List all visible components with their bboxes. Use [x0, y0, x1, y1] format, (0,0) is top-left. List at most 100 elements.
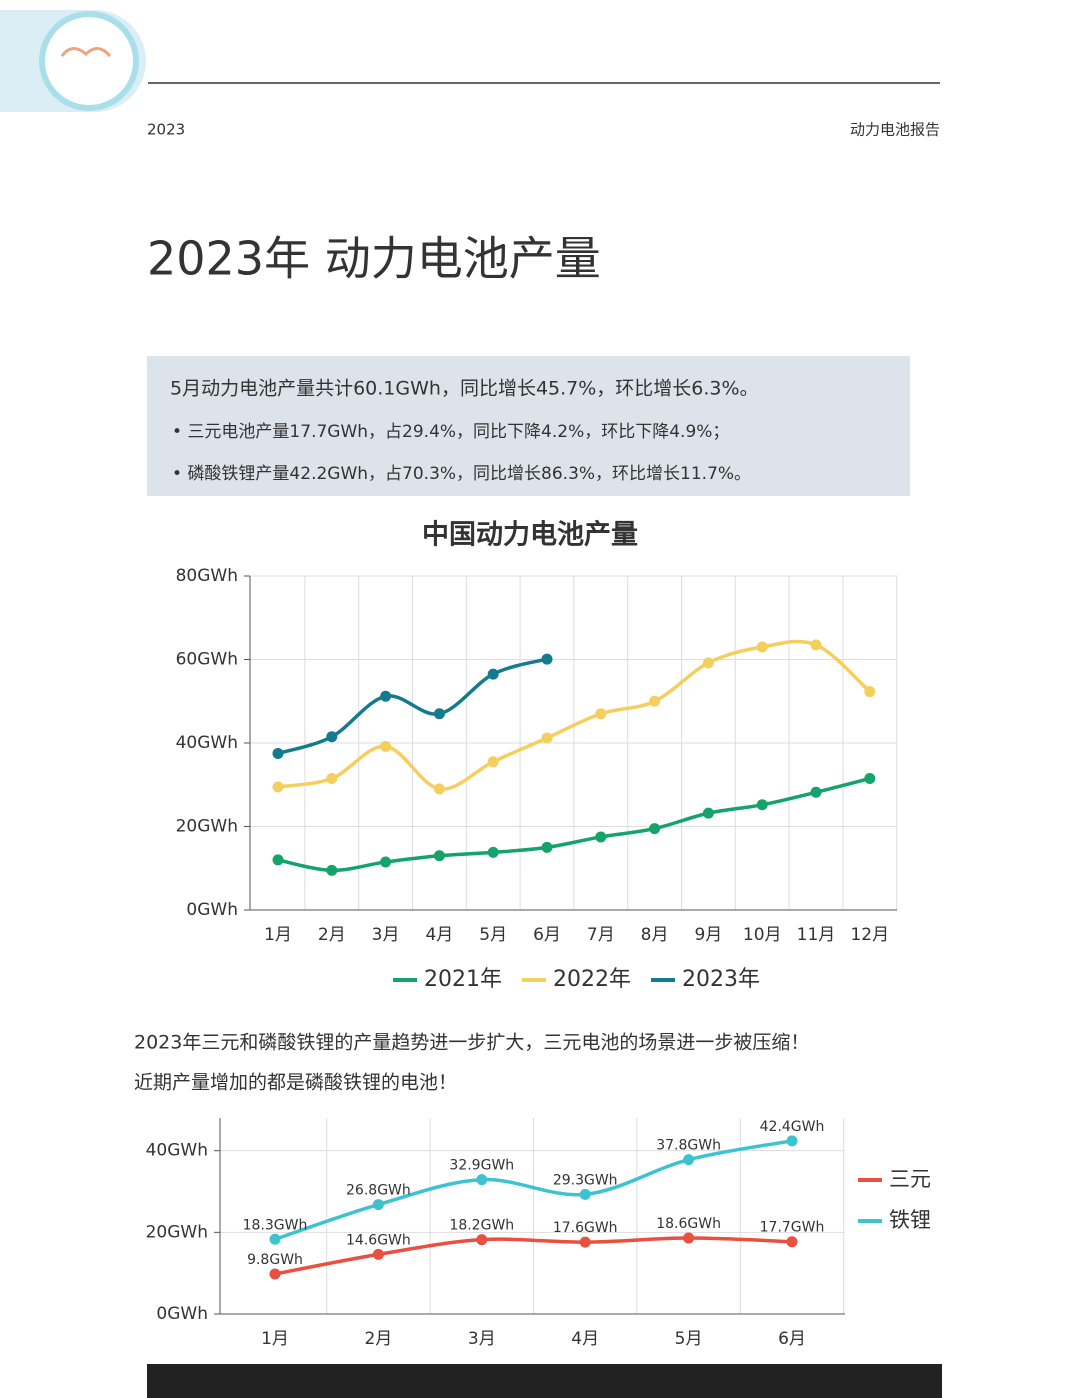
data-point	[541, 841, 553, 853]
data-label: 17.7GWh	[760, 1220, 825, 1236]
data-label: 18.2GWh	[449, 1218, 514, 1234]
data-point	[380, 740, 392, 752]
data-label: 14.6GWh	[346, 1232, 411, 1248]
data-point	[476, 1174, 488, 1186]
data-label: 18.3GWh	[243, 1217, 308, 1233]
data-point	[595, 708, 607, 720]
x-tick-label: 1月	[261, 1329, 289, 1349]
x-tick-label: 11月	[797, 925, 836, 945]
data-label: 37.8GWh	[656, 1138, 721, 1154]
data-point	[864, 686, 876, 698]
summary-lead: 5月动力电池产量共计60.1GWh，同比增长45.7%，环比增长6.3%。	[170, 378, 759, 400]
legend-label: 2021年	[424, 967, 502, 992]
data-point	[579, 1188, 591, 1200]
y-tick-label: 80GWh	[176, 566, 238, 586]
data-point	[326, 772, 338, 784]
x-tick-label: 7月	[587, 925, 615, 945]
data-point	[487, 668, 499, 680]
x-tick-label: 5月	[479, 925, 507, 945]
data-point	[756, 641, 768, 653]
data-point	[372, 1199, 384, 1211]
x-tick-label: 2月	[364, 1329, 392, 1349]
x-tick-label: 2月	[318, 925, 346, 945]
legend-label: 铁锂	[889, 1208, 931, 1232]
data-point	[683, 1232, 695, 1244]
chart-title: 中国动力电池产量	[422, 520, 638, 551]
paragraph: 2023年三元和磷酸铁锂的产量趋势进一步扩大，三元电池的场景进一步被压缩！	[134, 1032, 809, 1054]
logo	[39, 11, 139, 111]
data-point	[326, 864, 338, 876]
data-point	[810, 786, 822, 798]
data-label: 26.8GWh	[346, 1183, 411, 1199]
data-point	[786, 1135, 798, 1147]
bottom-bar	[147, 1364, 942, 1398]
data-point	[864, 772, 876, 784]
data-point	[433, 850, 445, 862]
data-point	[380, 690, 392, 702]
summary-bullet: • 磷酸铁锂产量42.2GWh，占70.3%，同比增长86.3%，环比增长11.…	[172, 464, 751, 484]
header-year: 2023	[147, 121, 185, 139]
data-point	[487, 846, 499, 858]
data-point	[269, 1268, 281, 1280]
data-point	[433, 708, 445, 720]
data-point	[786, 1236, 798, 1248]
paragraph: 近期产量增加的都是磷酸铁锂的电池！	[134, 1072, 457, 1094]
data-point	[702, 807, 714, 819]
x-tick-label: 3月	[372, 925, 400, 945]
y-tick-label: 40GWh	[146, 1141, 208, 1161]
data-label: 17.6GWh	[553, 1220, 618, 1236]
summary-box	[147, 356, 910, 496]
data-point	[649, 823, 661, 835]
x-tick-label: 3月	[468, 1329, 496, 1349]
summary-bullet: • 三元电池产量17.7GWh，占29.4%，同比下降4.2%，环比下降4.9%…	[172, 422, 729, 442]
series-line	[274, 1236, 793, 1276]
y-tick-label: 60GWh	[176, 650, 238, 670]
data-point	[541, 653, 553, 665]
data-label: 9.8GWh	[247, 1252, 303, 1268]
data-point	[272, 854, 284, 866]
x-tick-label: 6月	[778, 1329, 806, 1349]
data-point	[272, 781, 284, 793]
data-point	[649, 695, 661, 707]
x-tick-label: 12月	[850, 925, 889, 945]
x-tick-label: 9月	[694, 925, 722, 945]
data-point	[541, 732, 553, 744]
data-point	[433, 783, 445, 795]
page-title: 2023年 动力电池产量	[147, 232, 601, 286]
data-point	[380, 856, 392, 868]
data-point	[269, 1233, 281, 1245]
legend-label: 2022年	[553, 967, 631, 992]
x-tick-label: 10月	[743, 925, 782, 945]
data-label: 32.9GWh	[449, 1158, 514, 1174]
data-point	[372, 1248, 384, 1260]
x-tick-label: 5月	[675, 1329, 703, 1349]
x-tick-label: 6月	[533, 925, 561, 945]
data-point	[702, 657, 714, 669]
legend-label: 三元	[889, 1167, 931, 1191]
data-point	[756, 799, 768, 811]
x-tick-label: 8月	[641, 925, 669, 945]
data-point	[595, 831, 607, 843]
data-label: 18.6GWh	[656, 1216, 721, 1232]
bullet-text: 磷酸铁锂产量42.2GWh，占70.3%，同比增长86.3%，环比增长11.7%…	[187, 464, 751, 484]
data-point	[476, 1234, 488, 1246]
data-point	[272, 747, 284, 759]
y-tick-label: 40GWh	[176, 733, 238, 753]
data-label: 29.3GWh	[553, 1172, 618, 1188]
x-tick-label: 4月	[425, 925, 453, 945]
data-point	[326, 731, 338, 743]
header-report: 动力电池报告	[850, 121, 940, 139]
y-tick-label: 20GWh	[146, 1222, 208, 1242]
data-point	[810, 639, 822, 651]
y-tick-label: 0GWh	[156, 1304, 208, 1324]
bullet-text: 三元电池产量17.7GWh，占29.4%，同比下降4.2%，环比下降4.9%；	[187, 422, 729, 442]
data-point	[487, 756, 499, 768]
data-point	[579, 1236, 591, 1248]
legend-label: 2023年	[682, 967, 760, 992]
y-tick-label: 0GWh	[186, 900, 238, 920]
data-point	[683, 1154, 695, 1166]
series-line	[274, 1139, 793, 1241]
x-tick-label: 4月	[571, 1329, 599, 1349]
data-label: 42.4GWh	[760, 1119, 825, 1135]
